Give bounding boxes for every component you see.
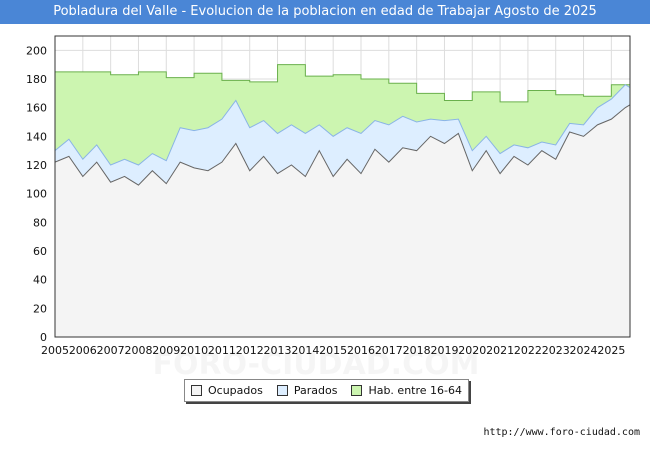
y-tick-label: 60 <box>33 245 47 258</box>
series-areas <box>54 64 631 338</box>
x-tick-label: 2020 <box>458 344 486 357</box>
x-tick-label: 2024 <box>570 344 598 357</box>
x-tick-label: 2023 <box>542 344 570 357</box>
x-tick-label: 2013 <box>264 344 292 357</box>
y-tick-label: 200 <box>26 44 47 57</box>
y-tick-label: 0 <box>40 331 47 344</box>
y-tick-label: 20 <box>33 302 47 315</box>
legend-label-parados: Parados <box>293 384 338 397</box>
series-area-ocupados <box>55 104 630 337</box>
x-tick-label: 2015 <box>319 344 347 357</box>
x-tick-label: 2014 <box>291 344 319 357</box>
x-tick-label: 2007 <box>97 344 125 357</box>
legend-swatch-parados <box>276 385 288 396</box>
legend-item-ocupados: Ocupados <box>190 384 263 397</box>
series-line-ocupados <box>54 104 631 186</box>
x-tick-label: 2025 <box>597 344 625 357</box>
watermark-text: FORO-CIUDAD.COM <box>153 347 480 382</box>
legend-item-parados: Parados <box>276 384 338 397</box>
y-tick-label: 120 <box>26 159 47 172</box>
x-axis-ticks: 2005 2006 2007 2008 2009 2010 2011 2012 2013 2014… <box>41 344 625 357</box>
y-tick-label: 100 <box>26 188 47 201</box>
legend-swatch-ocupados <box>190 385 202 396</box>
x-tick-label: 2010 <box>180 344 208 357</box>
x-tick-label: 2005 <box>41 344 69 357</box>
y-tick-label: 40 <box>33 274 47 287</box>
legend: Ocupados Parados Hab. entre 16-64 <box>184 379 469 402</box>
x-tick-label: 2019 <box>430 344 458 357</box>
x-tick-label: 2017 <box>375 344 403 357</box>
y-tick-label: 140 <box>26 130 47 143</box>
y-tick-label: 80 <box>33 216 47 229</box>
x-tick-label: 2008 <box>124 344 152 357</box>
legend-item-hab: Hab. entre 16-64 <box>351 384 462 397</box>
x-tick-label: 2022 <box>514 344 542 357</box>
y-axis-ticks: 0 20 40 60 80 100 120 140 160 180 200 <box>26 44 47 344</box>
legend-label-ocupados: Ocupados <box>207 384 263 397</box>
x-tick-label: 2016 <box>347 344 375 357</box>
x-tick-label: 2018 <box>403 344 431 357</box>
legend-label-hab: Hab. entre 16-64 <box>368 384 462 397</box>
x-tick-label: 2012 <box>236 344 264 357</box>
source-url: http://www.foro-ciudad.com <box>483 427 640 438</box>
x-tick-label: 2011 <box>208 344 236 357</box>
x-tick-label: 2009 <box>152 344 180 357</box>
x-tick-label: 2006 <box>69 344 97 357</box>
chart-title: Pobladura del Valle - Evolucion de la po… <box>0 0 650 24</box>
y-tick-label: 160 <box>26 102 47 115</box>
x-tick-label: 2021 <box>486 344 514 357</box>
plot-border <box>54 35 631 338</box>
y-tick-label: 180 <box>26 73 47 86</box>
legend-swatch-hab <box>351 385 363 396</box>
